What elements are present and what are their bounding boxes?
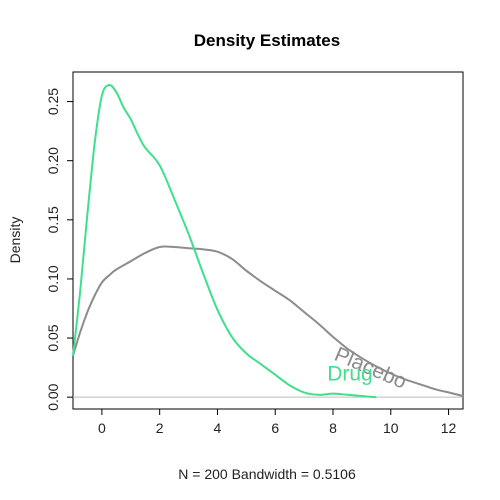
plot-area: 0 2 4 6 8 10 120.000.050.100.150.200.25Placebo… [45, 83, 464, 436]
placebo-density-line [72, 245, 464, 397]
x-tick-label: 10 [383, 420, 399, 436]
chart-title: Density Estimates [194, 31, 340, 50]
y-tick-label: 0.10 [45, 265, 61, 292]
drug-series-label: Drug [327, 363, 373, 386]
plot-frame [72, 71, 464, 410]
y-tick-label: 0.15 [45, 206, 61, 233]
x-tick-label: 2 [156, 420, 164, 436]
y-tick-label: 0.25 [45, 88, 61, 115]
y-tick-label: 0.20 [45, 147, 61, 174]
x-axis-label: N = 200 Bandwidth = 0.5106 [178, 466, 356, 482]
y-axis-label: Density [7, 217, 23, 264]
x-tick-label: 0 [98, 420, 106, 436]
y-tick-label: 0.05 [45, 324, 61, 351]
drug-density-line [72, 83, 377, 399]
x-tick-label: 12 [441, 420, 457, 436]
y-tick-label: 0.00 [45, 383, 61, 410]
x-tick-label: 8 [329, 420, 337, 436]
x-tick-label: 6 [271, 420, 279, 436]
x-tick-label: 4 [214, 420, 222, 436]
